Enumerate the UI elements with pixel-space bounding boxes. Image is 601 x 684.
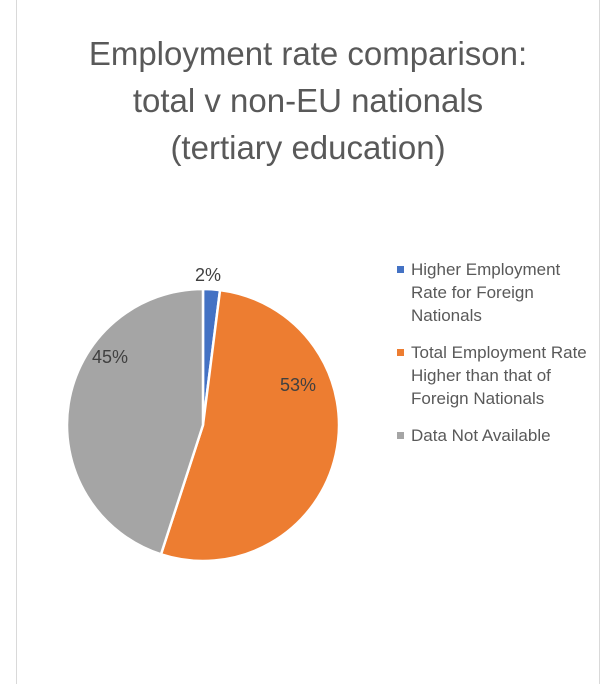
- legend-item-foreign-higher: Higher Employment Rate for Foreign Natio…: [397, 258, 597, 327]
- legend-label-total-higher: Total Employment Rate Higher than that o…: [411, 343, 587, 408]
- legend-swatch-total-higher: [397, 349, 404, 356]
- data-label-not-available: 45%: [92, 347, 128, 367]
- legend-swatch-not-available: [397, 432, 404, 439]
- legend-item-not-available: Data Not Available: [397, 424, 597, 447]
- chart-title-line-2: total v non-EU nationals: [132, 82, 484, 119]
- legend-label-not-available: Data Not Available: [411, 426, 551, 445]
- pie-slice-not-available: [65, 287, 205, 556]
- legend-label-foreign-higher: Higher Employment Rate for Foreign Natio…: [411, 260, 561, 325]
- pie-slice-total-higher: [159, 288, 341, 563]
- data-label-foreign-higher: 2%: [195, 265, 221, 285]
- legend-swatch-foreign-higher: [397, 266, 404, 273]
- chart-title-line-1: Employment rate comparison:: [88, 35, 528, 72]
- legend-item-total-higher: Total Employment Rate Higher than that o…: [397, 341, 597, 410]
- chart-title: Employment rate comparison: total v non-…: [16, 30, 600, 171]
- chart-legend: Higher Employment Rate for Foreign Natio…: [397, 258, 597, 461]
- data-label-total-higher: 53%: [280, 375, 316, 395]
- chart-title-line-3: (tertiary education): [170, 129, 446, 166]
